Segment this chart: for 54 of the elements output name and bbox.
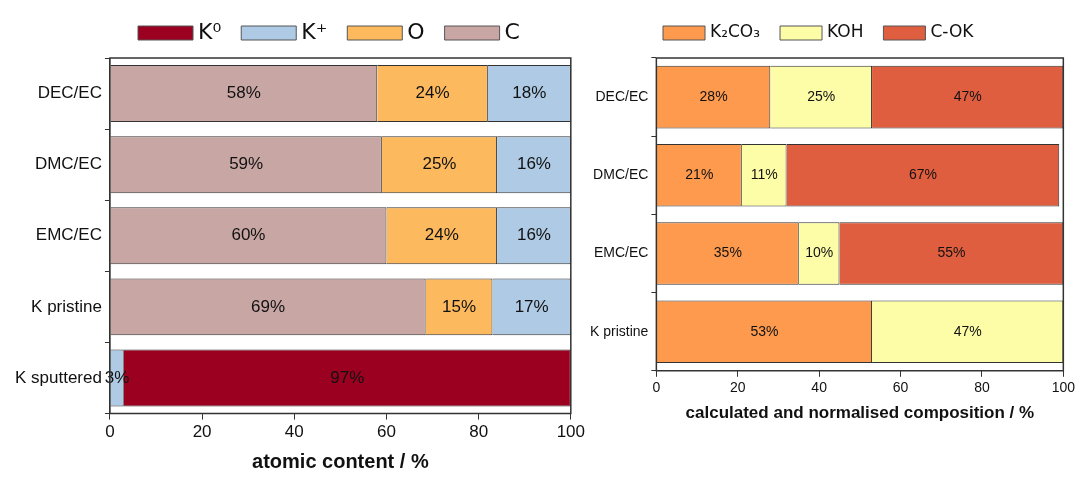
legend-label: K⁺ [301, 18, 328, 44]
data-label: 58% [226, 83, 261, 103]
y-tick-label: K pristine [31, 296, 102, 316]
legend-label: O [407, 18, 425, 44]
x-tick-label: 40 [284, 422, 304, 442]
data-label: 15% [442, 296, 477, 316]
data-label: 47% [953, 87, 982, 104]
data-label: 97% [330, 367, 365, 387]
data-label: 17% [514, 296, 549, 316]
legend-label: C [504, 18, 520, 44]
y-tick-label: K pristine [590, 322, 649, 339]
legend-label: K⁰ [198, 18, 222, 44]
data-label: 25% [422, 154, 457, 174]
data-label: 16% [516, 154, 551, 174]
y-tick-label: DEC/EC [37, 83, 102, 103]
x-tick-label: 20 [192, 422, 212, 442]
data-label: 18% [512, 83, 547, 103]
x-axis-title: atomic content / % [252, 449, 429, 472]
data-label: 35% [713, 244, 742, 261]
data-label: 16% [516, 225, 551, 245]
data-label: 67% [908, 166, 937, 183]
legend-label: C-OK [930, 21, 975, 42]
x-tick-label: 100 [1051, 379, 1075, 396]
x-tick-label: 100 [556, 422, 586, 442]
y-tick-label: EMC/EC [593, 244, 649, 261]
data-label: 24% [424, 225, 459, 245]
x-tick-label: 0 [105, 422, 115, 442]
y-tick-label: DEC/EC [595, 87, 649, 104]
x-tick-label: 60 [892, 379, 909, 396]
data-label: 59% [229, 154, 264, 174]
x-tick-label: 60 [377, 422, 396, 442]
data-label: 60% [231, 225, 266, 245]
data-label: 53% [750, 322, 779, 339]
data-label: 24% [415, 83, 450, 103]
data-label: 47% [953, 322, 982, 339]
x-tick-label: 40 [811, 379, 828, 396]
data-label: 55% [937, 244, 966, 261]
x-tick-label: 80 [469, 422, 489, 442]
y-tick-label: EMC/EC [35, 225, 102, 245]
data-label: 11% [750, 166, 778, 183]
data-label: 10% [805, 244, 834, 261]
data-label: 25% [807, 87, 836, 104]
legend-label: K₂CO₃ [710, 21, 761, 42]
data-label: 69% [251, 296, 286, 316]
x-tick-label: 80 [974, 379, 990, 396]
legend-label: KOH [827, 21, 864, 42]
x-tick-label: 20 [729, 379, 746, 396]
data-label: 28% [699, 87, 728, 104]
y-tick-label: DMC/EC [593, 166, 649, 183]
x-tick-label: 0 [652, 379, 661, 396]
x-axis-title: calculated and normalised composition / % [685, 403, 1035, 423]
y-tick-label: DMC/EC [34, 154, 102, 174]
data-label: 21% [685, 166, 714, 183]
y-tick-label: K sputtered [14, 367, 102, 387]
